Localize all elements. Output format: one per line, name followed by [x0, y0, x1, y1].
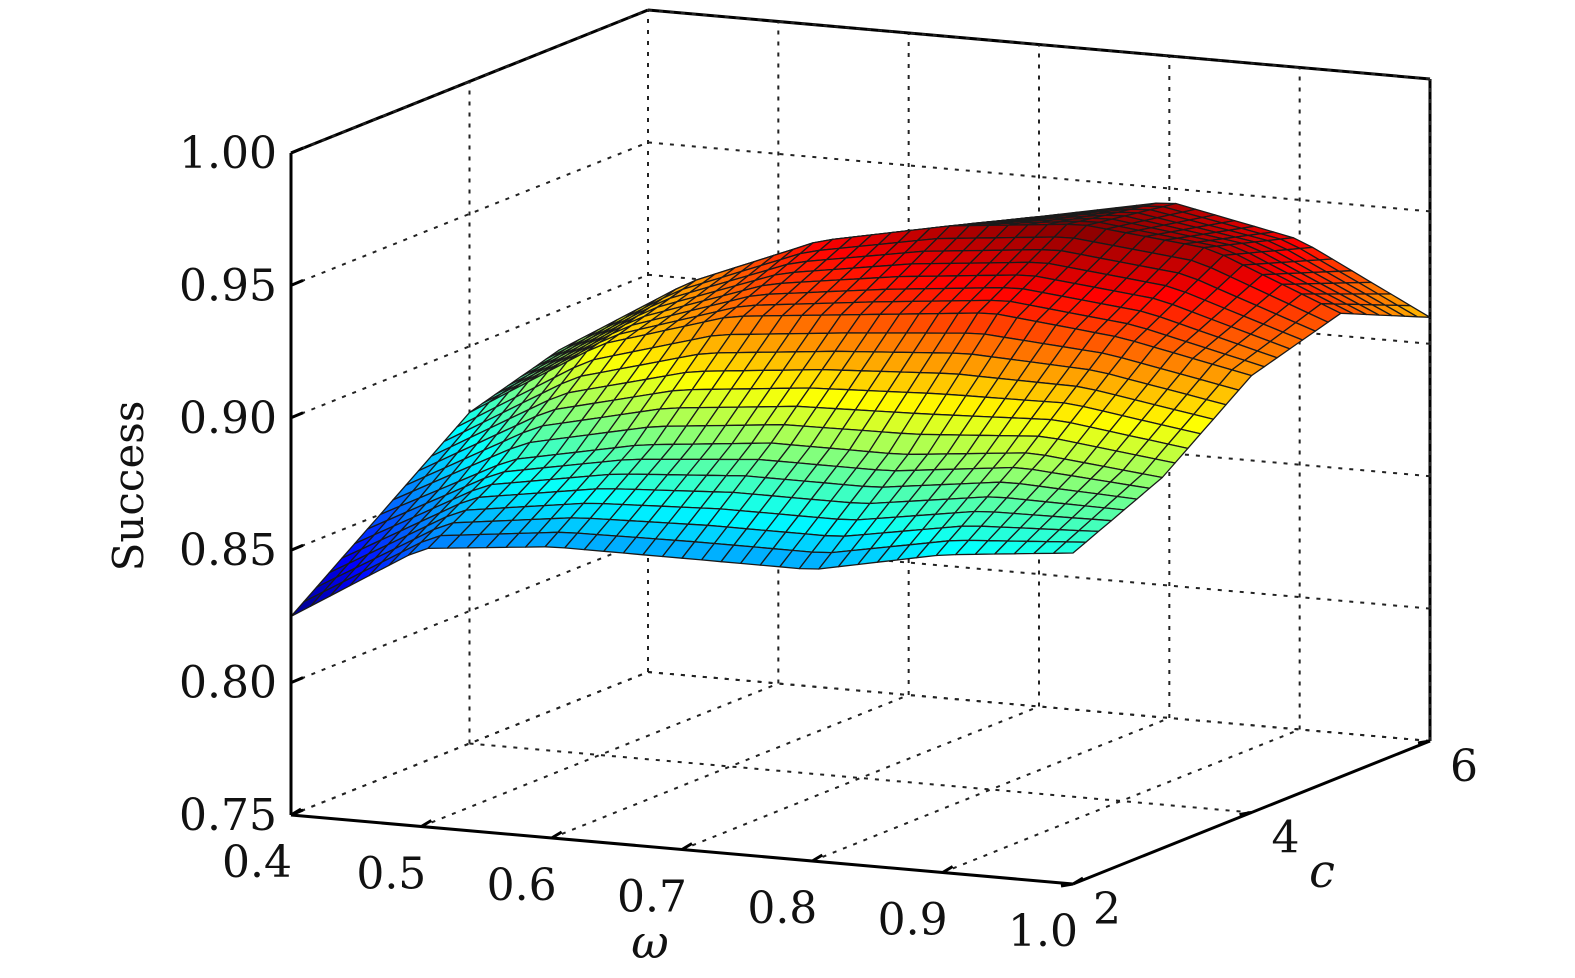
x-tick-label: 1.0	[1008, 906, 1078, 957]
front-frame	[289, 146, 1431, 888]
z-axis-title: Success	[104, 401, 153, 572]
grid-line	[420, 682, 779, 828]
y-tick-label: 6	[1450, 741, 1478, 792]
x-tick	[550, 830, 563, 840]
z-tick-label: 0.90	[179, 393, 277, 444]
grid-line	[290, 538, 649, 684]
x-tick-label: 0.8	[747, 883, 817, 934]
surface-facet	[1052, 541, 1087, 554]
z-tick	[290, 146, 304, 155]
z-tick-label: 0.75	[179, 790, 277, 841]
x-tick	[681, 842, 693, 851]
y-tick-label: 4	[1272, 813, 1300, 864]
grid-line	[290, 9, 649, 154]
x-tick	[941, 865, 954, 874]
surface-mesh	[290, 202, 1431, 618]
grid-line	[290, 141, 649, 287]
x-axis-title: ω	[631, 915, 669, 969]
z-tick-label: 0.85	[179, 525, 277, 576]
grid-line	[681, 705, 1040, 851]
grid-line	[290, 273, 649, 419]
grid-line	[942, 728, 1301, 874]
y-tick	[1060, 882, 1074, 888]
z-tick-label: 0.95	[179, 260, 277, 311]
y-axis-title: c	[1309, 844, 1335, 898]
x-tick-label: 0.4	[222, 837, 292, 888]
surface-facet	[290, 591, 324, 618]
grid-line	[290, 671, 649, 816]
z-tick	[290, 279, 304, 287]
grid-line	[469, 742, 1252, 814]
y-tick-label: 2	[1093, 884, 1121, 935]
x-tick	[1072, 876, 1084, 886]
z-tick	[290, 411, 304, 420]
z-tick-label: 1.00	[179, 128, 277, 179]
z-tick-label: 0.80	[179, 658, 277, 709]
z-tick	[290, 543, 304, 552]
tick-labels: 0.75 0.80 0.85 0.90 0.95 1.00 0.4 0.5 0.6 0.7 0.8 0…	[179, 128, 1478, 957]
x-tick	[811, 853, 824, 863]
x-tick	[420, 819, 433, 828]
y-tick	[1239, 811, 1252, 816]
y-tick	[1417, 739, 1431, 745]
x-tick-label: 0.6	[487, 860, 557, 911]
z-tick	[290, 808, 304, 817]
z-tick	[290, 676, 304, 684]
grid-line	[811, 717, 1170, 862]
x-tick-label: 0.5	[356, 849, 426, 900]
x-tick-label: 0.9	[878, 895, 948, 946]
x-tick-label: 0.7	[617, 872, 687, 923]
grid-line	[551, 694, 910, 839]
